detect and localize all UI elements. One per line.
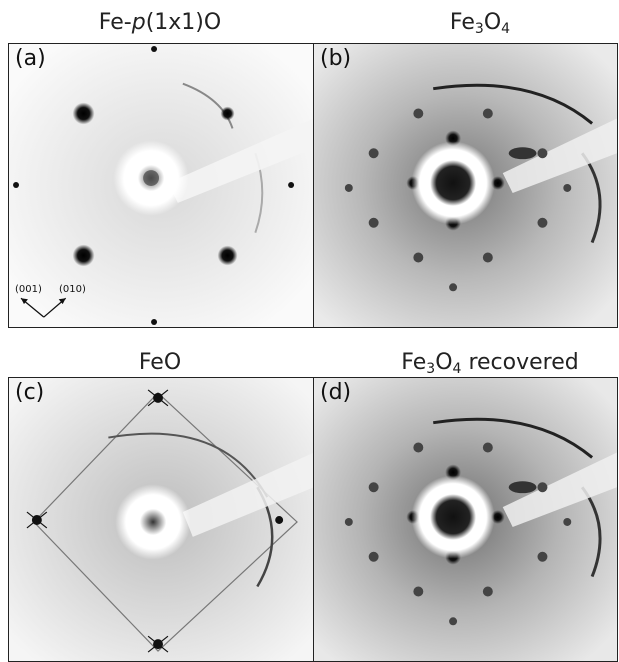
title-d-mid: O [435, 350, 453, 375]
direction-label-001: (001) [15, 284, 42, 295]
title-c: FeO [55, 350, 265, 375]
panel-label-b: (b) [320, 46, 352, 71]
panel-c-leed-image: (c) [8, 377, 315, 662]
title-a-italic: p [131, 10, 146, 35]
panel-label-c: (c) [15, 380, 45, 405]
panel-label-d: (d) [320, 380, 352, 405]
title-a-pre: Fe- [98, 10, 132, 35]
direction-label-010: (010) [59, 284, 86, 295]
title-d-sub2: 4 [452, 361, 462, 377]
title-a: Fe-p(1x1)O [55, 10, 265, 35]
leed-pattern-c [9, 378, 314, 661]
title-a-post: (1x1)O [145, 10, 222, 35]
title-b-sub2: 4 [501, 21, 511, 37]
title-d-sub1: 3 [426, 361, 436, 377]
panel-b-leed-image: (b) [313, 43, 618, 328]
title-b: Fe3O4 [370, 10, 590, 37]
leed-pattern-d [314, 378, 617, 661]
leed-pattern-a [9, 44, 314, 327]
title-d-post: recovered [461, 350, 579, 375]
title-b-base: Fe [449, 10, 475, 35]
title-d: Fe3O4 recovered [360, 350, 619, 377]
panel-a-leed-image: (a) (001) (010) [8, 43, 315, 328]
title-d-base: Fe [401, 350, 427, 375]
panel-label-a: (a) [15, 46, 46, 71]
title-c-text: FeO [138, 350, 182, 375]
leed-pattern-b [314, 44, 617, 327]
title-b-mid: O [483, 10, 502, 35]
panel-d-leed-image: (d) [313, 377, 618, 662]
title-b-sub1: 3 [474, 21, 484, 37]
